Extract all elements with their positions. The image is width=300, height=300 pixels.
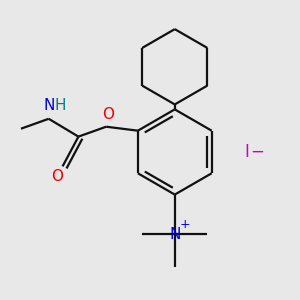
Text: N: N xyxy=(43,98,54,113)
Text: O: O xyxy=(51,169,63,184)
Text: −: − xyxy=(250,143,264,161)
Text: I: I xyxy=(245,143,250,161)
Text: H: H xyxy=(55,98,66,113)
Text: O: O xyxy=(102,107,114,122)
Text: +: + xyxy=(179,218,190,231)
Text: N: N xyxy=(169,227,181,242)
